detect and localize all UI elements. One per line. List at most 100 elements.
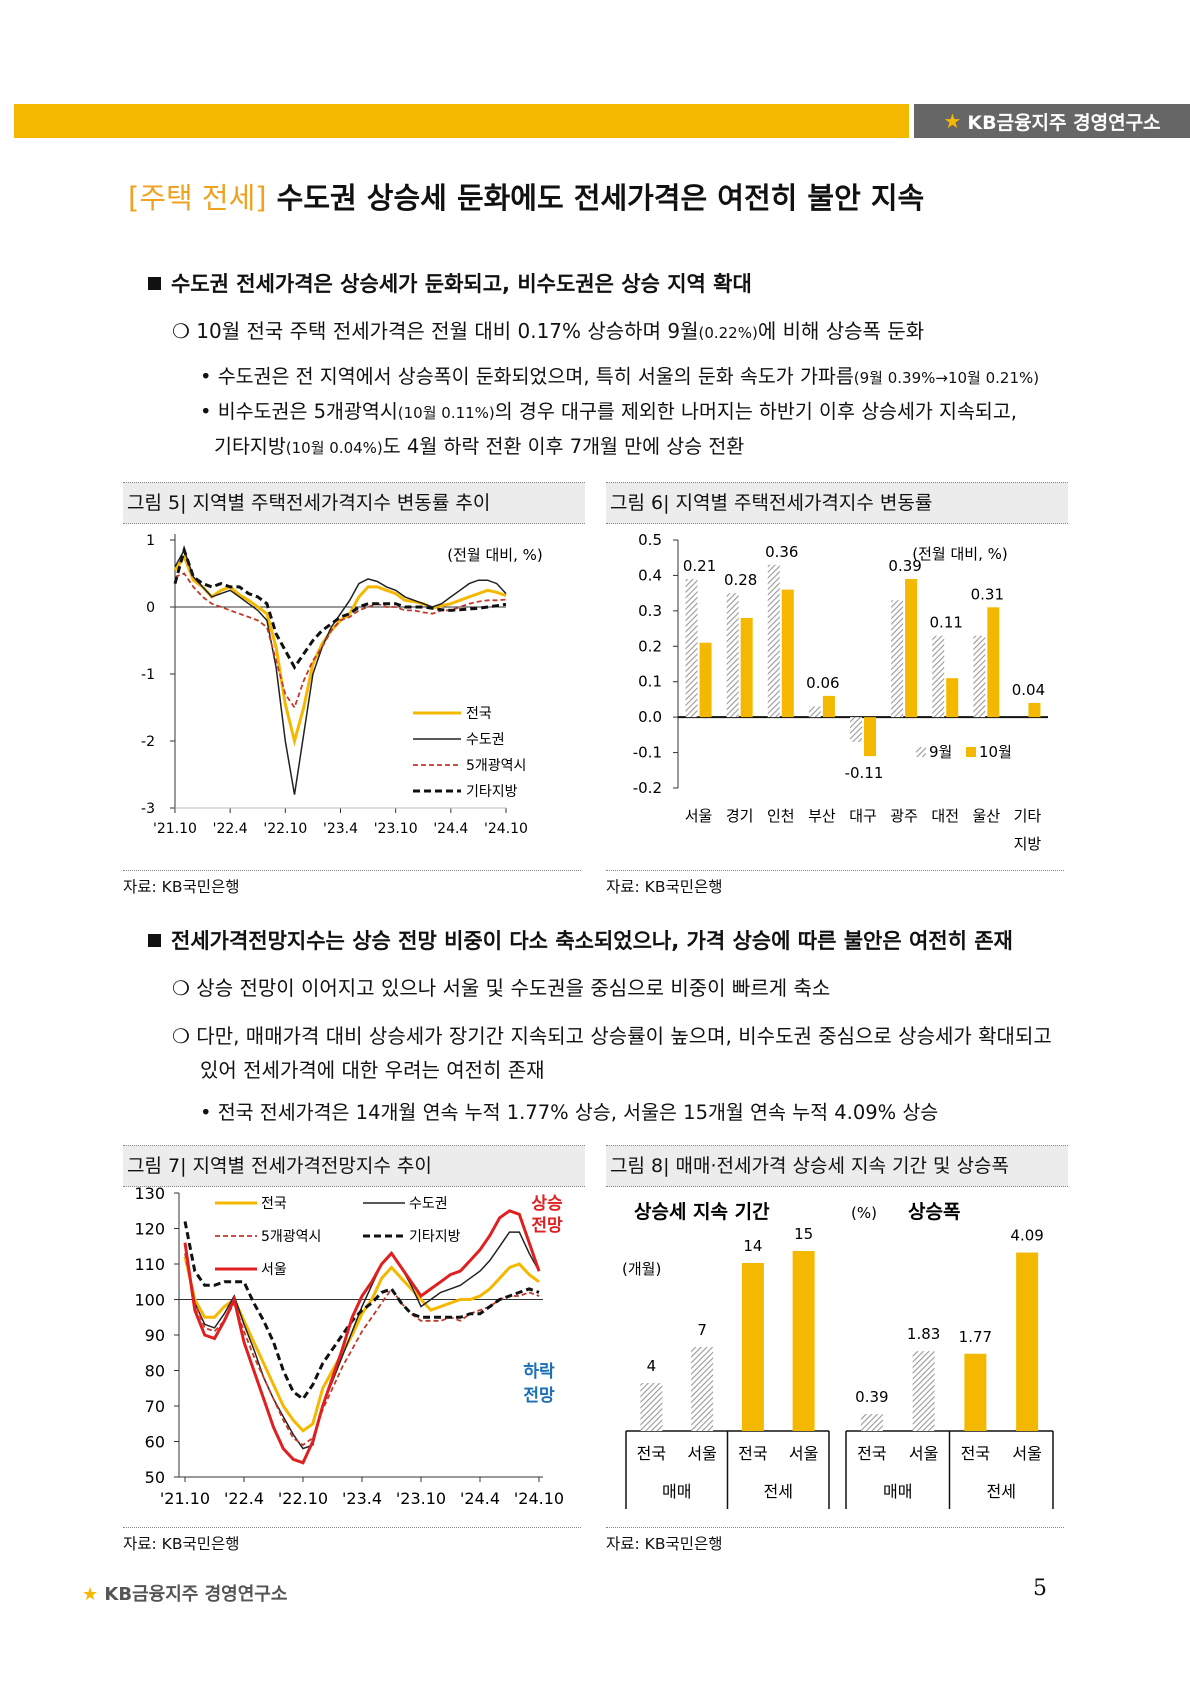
x-category-label: 지방	[1014, 835, 1042, 853]
section2-heading-text: 전세가격전망지수는 상승 전망 비중이 다소 축소되었으나, 가격 상승에 따른…	[171, 929, 1013, 953]
y-tick-label: -0.2	[633, 779, 662, 797]
x-category-label: 서울	[909, 1444, 938, 1463]
bar-oct-label: 0.36	[765, 543, 798, 561]
fig7-line-chart: 130 120 110 100 90 80 70 60 50 '21.10 '22.4 '22.10 '…	[134, 1187, 564, 1508]
bar-oct-label: 0.04	[1012, 681, 1045, 699]
x-tick-label: '21.10	[160, 1489, 210, 1508]
y-tick-label: 0	[146, 600, 155, 616]
bar-value-label: 4.09	[1010, 1227, 1043, 1245]
x-category-label: 서울	[685, 807, 713, 825]
series-line-4	[173, 545, 507, 671]
legend-label: 5개광역시	[261, 1229, 321, 1245]
up-outlook-label: 상승	[531, 1194, 563, 1214]
series-line-3	[184, 1253, 540, 1447]
bar-change	[1016, 1252, 1039, 1431]
bar-sep	[767, 564, 780, 718]
bar-oct-label: 0.28	[724, 571, 757, 589]
fig6-bar-chart: 0.5 0.4 0.3 0.2 0.1 0.0 -0.1 -0.2 0.21 서울 0.28 경기 0.…	[633, 531, 1048, 853]
y-tick-label: 100	[134, 1291, 165, 1310]
x-tick-label: '23.4	[342, 1489, 382, 1508]
bar-change	[964, 1353, 987, 1431]
y-tick-label: -0.1	[633, 744, 662, 762]
x-category-label: 부산	[808, 807, 836, 825]
y-tick-label: 0.1	[638, 673, 662, 691]
legend-label: 수도권	[409, 1196, 448, 1212]
fig8-source: 자료: KB국민은행	[606, 1527, 1064, 1554]
circle-bullet-icon: ❍	[172, 1024, 197, 1048]
bar-oct	[699, 642, 712, 718]
section2-heading: 전세가격전망지수는 상승 전망 비중이 다소 축소되었으나, 가격 상승에 따른…	[148, 925, 1013, 955]
kb-star-logo-icon: ★	[82, 1584, 105, 1605]
legend-label: 기타지방	[466, 784, 518, 800]
page-title: [주택 전세] 수도권 상승세 둔화에도 전세가격은 여전히 불안 지속	[128, 175, 924, 217]
x-tick-label: '22.10	[278, 1489, 328, 1508]
x-category-label: 서울	[1012, 1444, 1041, 1463]
chart-annotation: (전월 대비, %)	[447, 546, 542, 564]
legend-label: 10월	[979, 743, 1012, 761]
section1-detail2: • 비수도권은 5개광역시(10월 0.11%)의 경우 대구를 제외한 나머지…	[200, 400, 1018, 423]
legend-label: 기타지방	[409, 1229, 461, 1245]
x-category-label: 경기	[726, 807, 754, 825]
legend-label: 5개광역시	[466, 758, 526, 774]
bar-value-label: 4	[647, 1357, 657, 1375]
x-category-label: 서울	[687, 1444, 716, 1463]
section1-detail1: • 수도권은 전 지역에서 상승폭이 둔화되었으며, 특히 서울의 둔화 속도가…	[200, 365, 1040, 388]
bar-oct	[1028, 702, 1041, 718]
bar-oct-label: 0.21	[683, 557, 716, 575]
header-brand: ★ KB금융지주 경영연구소	[914, 104, 1190, 138]
down-outlook-label: 하락	[523, 1362, 555, 1382]
legend-swatch	[966, 747, 976, 757]
y-tick-label: 0.3	[638, 602, 662, 620]
bar-duration	[741, 1263, 764, 1431]
y-tick-label: 0.4	[638, 566, 662, 584]
header-accent-bar	[14, 104, 909, 138]
down-outlook-label: 전망	[523, 1386, 555, 1406]
bar-change	[860, 1413, 883, 1431]
y-tick-label: 1	[146, 533, 155, 549]
y-tick-label: 80	[145, 1362, 165, 1381]
bar-value-label: 7	[697, 1321, 707, 1339]
chart-annotation: (전월 대비, %)	[912, 545, 1007, 563]
panel-title: 상승폭	[908, 1201, 960, 1223]
legend-label: 전국	[466, 706, 492, 722]
x-category-label: 대구	[849, 807, 877, 825]
bar-duration	[691, 1347, 714, 1431]
x-tick-label: '24.4	[460, 1489, 500, 1508]
x-group-label: 매매	[662, 1482, 691, 1501]
section1-heading-text: 수도권 전세가격은 상승세가 둔화되고, 비수도권은 상승 지역 확대	[171, 272, 752, 296]
series-line-2	[184, 1231, 540, 1450]
series-line-2	[174, 548, 507, 795]
bar-change	[912, 1351, 935, 1431]
x-group-label: 전세	[764, 1482, 793, 1501]
y-tick-label: 120	[134, 1220, 165, 1239]
bar-value-label: 1.83	[907, 1325, 940, 1343]
y-tick-label: -2	[141, 734, 155, 750]
x-category-label: 인천	[767, 807, 795, 825]
x-tick-label: '23.4	[323, 821, 358, 837]
x-category-label: 전국	[961, 1444, 990, 1463]
bar-oct	[822, 695, 835, 718]
y-tick-label: 0.5	[638, 531, 662, 549]
circle-bullet-icon: ❍	[172, 976, 197, 1000]
legend-label: 9월	[929, 743, 952, 761]
section2-bullet2-cont: 있어 전세가격에 대한 우려는 여전히 존재	[200, 1058, 545, 1082]
x-category-label: 울산	[973, 807, 1001, 825]
fig7-source: 자료: KB국민은행	[123, 1527, 581, 1554]
bar-oct-label: 0.39	[888, 557, 921, 575]
fig8-caption: 그림 8| 매매·전세가격 상승세 지속 기간 및 상승폭	[606, 1145, 1068, 1187]
page-number: 5	[1033, 1576, 1047, 1601]
y-tick-label: 90	[145, 1326, 165, 1345]
legend-label: 서울	[261, 1262, 287, 1278]
bar-value-label: 14	[743, 1237, 762, 1255]
x-category-label: 광주	[890, 807, 918, 825]
y-tick-label: 60	[145, 1433, 165, 1452]
fig7-caption: 그림 7| 지역별 전세가격전망지수 추이	[123, 1145, 585, 1187]
page-title-tag: [주택 전세]	[128, 181, 267, 215]
y-tick-label: 110	[134, 1255, 165, 1274]
bar-duration	[792, 1251, 815, 1431]
bar-oct	[864, 717, 876, 757]
bar-oct	[987, 607, 1000, 718]
y-tick-label: 130	[134, 1187, 165, 1203]
circle-bullet-icon: ❍	[172, 319, 197, 343]
x-tick-label: '22.4	[213, 821, 248, 837]
